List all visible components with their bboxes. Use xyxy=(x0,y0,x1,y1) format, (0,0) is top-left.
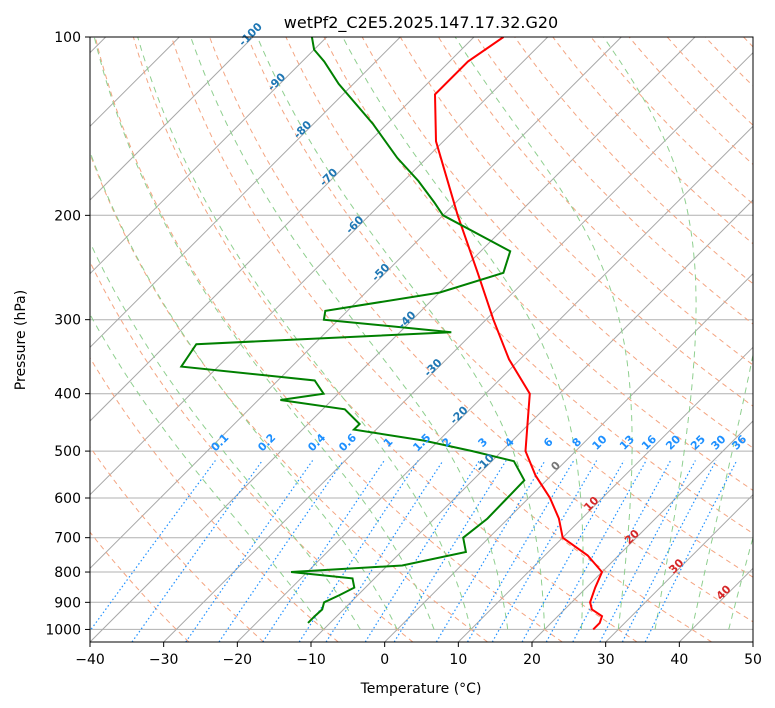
mixing-ratio-line xyxy=(521,460,625,642)
dry-adiabat xyxy=(209,37,753,623)
mixing-ratio-line xyxy=(393,460,507,642)
mixing-ratio-line xyxy=(466,460,575,642)
moist-adiabat xyxy=(454,37,633,630)
dry-adiabat xyxy=(285,37,753,535)
moist-adiabat xyxy=(190,37,509,630)
isotherm-gridline xyxy=(90,37,549,496)
mixing-ratio-line xyxy=(131,460,263,642)
plot-frame xyxy=(89,36,754,643)
isotherm-gridline xyxy=(90,37,328,275)
x-tick-label: 20 xyxy=(523,652,541,668)
isotherm-gridline xyxy=(384,272,753,642)
y-tick-label: 300 xyxy=(54,313,81,329)
x-tick-label: −30 xyxy=(149,652,179,668)
temperature-line xyxy=(433,37,604,631)
isotherm-gridline xyxy=(236,125,753,642)
x-axis-ticks: −40 −30 −20 −10 0 10 20 30 40 50 xyxy=(75,642,762,668)
x-tick-label: −10 xyxy=(296,652,326,668)
y-tick-label: 800 xyxy=(54,565,81,581)
moist-adiabat xyxy=(603,37,697,630)
mixing-ratio-line xyxy=(218,460,344,642)
y-axis-label: Pressure (hPa) xyxy=(13,290,29,390)
mixing-ratio-line xyxy=(90,460,216,632)
mixing-ratio-line xyxy=(644,460,738,642)
y-tick-label: 700 xyxy=(54,531,81,547)
isotherm-gridline xyxy=(90,37,475,422)
isotherm-gridline xyxy=(90,37,622,570)
mixing-ratio-line xyxy=(262,460,385,642)
isotherm-gridline xyxy=(531,420,753,642)
dry-adiabat xyxy=(361,37,753,449)
y-tick-label: 600 xyxy=(54,491,81,507)
isotherm-gridline xyxy=(90,37,254,201)
mixing-ratio-line xyxy=(298,460,419,642)
dewpoint-line xyxy=(179,37,526,624)
moist-adiabat xyxy=(90,150,398,630)
dry-adiabat xyxy=(94,37,563,642)
chart-title: wetPf2_C2E5.2025.147.17.32.G20 xyxy=(284,13,558,33)
x-tick-label: 10 xyxy=(449,652,467,668)
y-tick-label: 200 xyxy=(54,208,81,224)
moist-adiabat xyxy=(93,37,435,630)
mixing-ratio-line xyxy=(185,460,314,642)
y-tick-label: 900 xyxy=(54,595,81,611)
isotherm-gridline xyxy=(163,51,753,642)
x-tick-label: 40 xyxy=(670,652,688,668)
mixing-ratio-line xyxy=(491,460,598,642)
dry-adiabat xyxy=(247,37,753,578)
y-tick-label: 100 xyxy=(54,30,81,46)
isotherm-gridline xyxy=(457,346,753,642)
mixing-ratio-line xyxy=(545,460,647,642)
dry-adiabat xyxy=(90,531,190,642)
x-axis-label: Temperature (°C) xyxy=(360,681,482,697)
moist-adiabat xyxy=(691,352,753,630)
y-axis-ticks: 100 200 300 400 500 600 700 800 900 1000 xyxy=(45,30,90,638)
y-tick-label: 500 xyxy=(54,444,81,460)
isotherm-gridline xyxy=(90,37,696,642)
sounding-profiles xyxy=(179,37,604,631)
x-tick-label: 50 xyxy=(744,652,762,668)
moist-adiabat xyxy=(342,37,584,630)
dry-adiabat xyxy=(90,356,339,642)
x-tick-label: 0 xyxy=(380,652,389,668)
moist-adiabat xyxy=(137,37,472,630)
isotherm-gridline xyxy=(605,493,753,642)
dry-adiabat xyxy=(399,37,753,407)
y-tick-label: 400 xyxy=(54,387,81,403)
x-tick-label: −20 xyxy=(223,652,253,668)
mixing-ratio-line xyxy=(435,460,546,642)
dry-adiabat xyxy=(90,260,414,642)
x-tick-label: 30 xyxy=(597,652,615,668)
x-tick-label: −40 xyxy=(75,652,105,668)
y-tick-label: 1000 xyxy=(45,622,81,638)
dry-adiabat xyxy=(437,37,753,366)
isotherm-gridline xyxy=(90,37,401,349)
